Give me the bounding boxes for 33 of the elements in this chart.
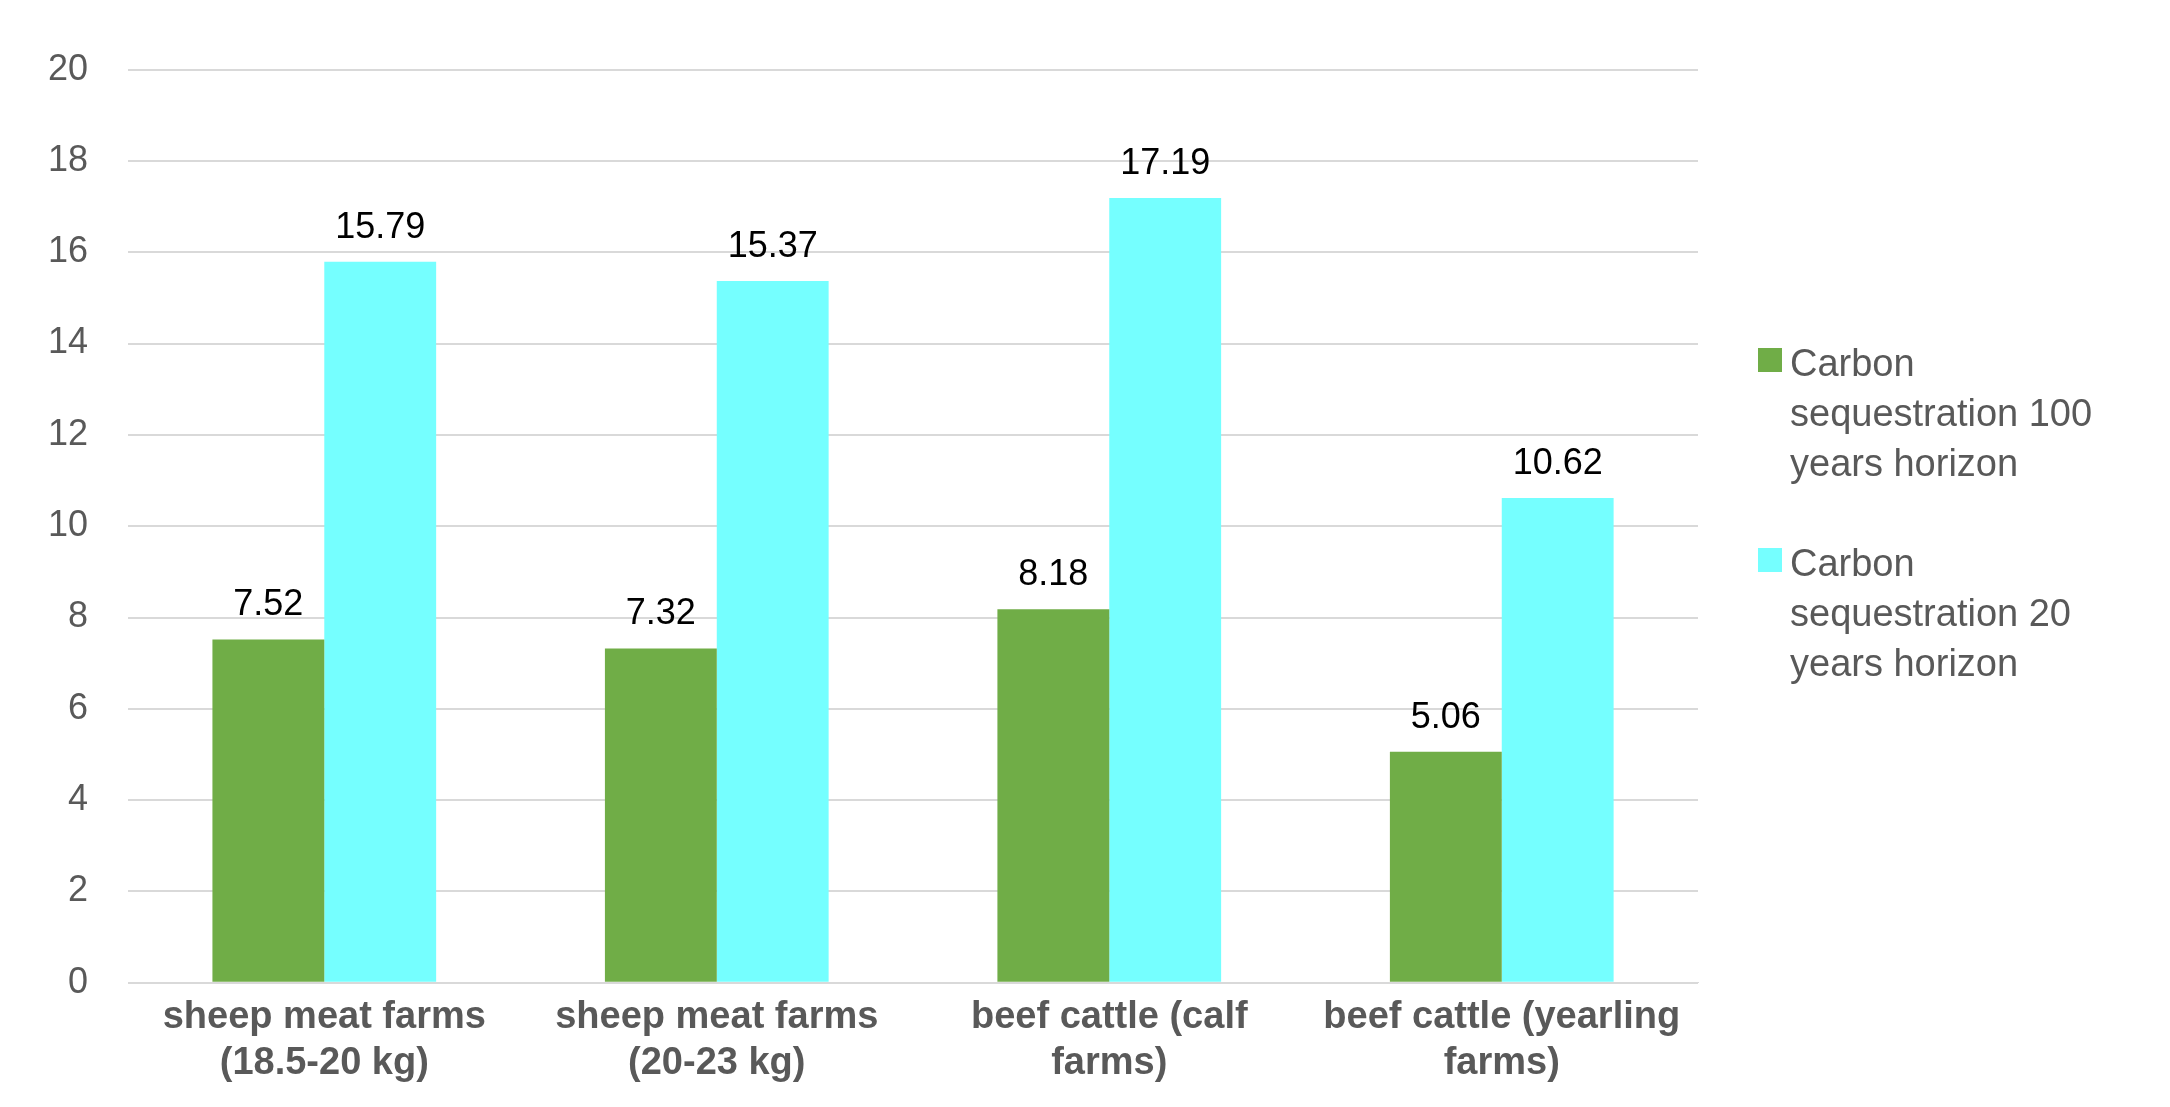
y-tick-label: 16 [48, 229, 89, 271]
x-tick-label: beef cattle (yearling farms) [1323, 994, 1681, 1082]
x-tick-label: sheep meat farms (18.5-20 kg) [162, 994, 486, 1082]
legend-label: Carbon sequestration 20 years horizon [1790, 541, 2072, 686]
data-label: 17.19 [1120, 140, 1211, 182]
bar [604, 648, 717, 982]
data-label: 5.06 [1410, 694, 1481, 736]
bar [324, 261, 437, 982]
data-label: 7.32 [625, 591, 696, 633]
y-tick-label: 20 [48, 46, 89, 88]
y-tick-label: 14 [48, 320, 89, 362]
x-tick-label: sheep meat farms (20-23 kg) [555, 994, 879, 1082]
y-tick-label: 0 [68, 959, 89, 1001]
data-label: 15.37 [727, 223, 818, 265]
y-tick-label: 12 [48, 411, 89, 453]
y-tick-label: 6 [68, 685, 89, 727]
y-tick-label: 4 [68, 777, 89, 819]
bar [1389, 751, 1502, 982]
bar [1109, 197, 1222, 982]
y-tick-label: 2 [68, 868, 89, 910]
y-tick-label: 18 [48, 137, 89, 179]
y-tick-label: 10 [48, 503, 89, 545]
bar [1501, 497, 1614, 982]
bar [212, 639, 325, 982]
y-tick-label: 8 [68, 594, 89, 636]
bar [997, 609, 1110, 982]
x-tick-label: beef cattle (calf farms) [970, 994, 1248, 1082]
data-label: 15.79 [335, 204, 426, 246]
data-label: 7.52 [233, 582, 304, 624]
legend-label: Carbon sequestration 100 years horizon [1790, 341, 2094, 486]
bar [716, 281, 829, 982]
data-label: 8.18 [1018, 552, 1089, 594]
data-label: 10.62 [1512, 440, 1603, 482]
